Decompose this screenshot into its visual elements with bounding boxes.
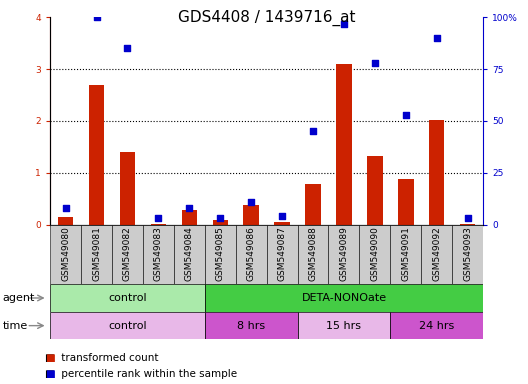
Text: GSM549082: GSM549082 [123,227,132,281]
Text: GDS4408 / 1439716_at: GDS4408 / 1439716_at [178,10,355,26]
Point [123,45,131,51]
Text: 15 hrs: 15 hrs [326,321,362,331]
Text: GSM549084: GSM549084 [185,227,194,281]
Bar [150,223,166,225]
Point [61,205,70,211]
Text: 24 hrs: 24 hrs [419,321,455,331]
Text: GSM549080: GSM549080 [61,227,70,281]
Bar [235,225,267,284]
Text: GSM549090: GSM549090 [370,227,380,281]
Point [247,199,256,205]
Bar [50,225,81,284]
Text: time: time [3,321,28,331]
Bar [120,152,135,225]
Text: ■  percentile rank within the sample: ■ percentile rank within the sample [45,369,237,379]
Text: ■  transformed count: ■ transformed count [45,353,158,363]
Point [185,205,194,211]
Bar [452,225,483,284]
Point [402,112,410,118]
Bar [50,284,205,312]
Bar [58,217,73,225]
Bar [429,120,445,225]
Text: GSM549089: GSM549089 [340,227,348,281]
Bar [390,225,421,284]
Bar [328,225,360,284]
Bar [50,312,205,339]
Bar [421,225,452,284]
Bar [212,220,228,225]
Text: GSM549087: GSM549087 [278,227,287,281]
Point [154,215,163,222]
Point [464,215,472,222]
Bar [174,225,205,284]
Bar [89,85,105,225]
Bar [336,64,352,225]
Text: ■: ■ [45,369,54,379]
Text: 8 hrs: 8 hrs [237,321,265,331]
Text: GSM549081: GSM549081 [92,227,101,281]
Bar [275,222,290,225]
Bar [112,225,143,284]
Text: ■: ■ [45,353,54,363]
Bar [305,184,321,225]
Bar [398,179,413,225]
Bar [205,225,235,284]
Point [340,20,348,26]
Bar [205,312,298,339]
Bar [367,156,383,225]
Bar [243,205,259,225]
Bar [81,225,112,284]
Bar [298,312,390,339]
Bar [182,210,197,225]
Text: GSM549093: GSM549093 [463,227,472,281]
Text: GSM549086: GSM549086 [247,227,256,281]
Text: GSM549091: GSM549091 [401,227,410,281]
Bar [390,312,483,339]
Point [216,215,224,222]
Text: GSM549092: GSM549092 [432,227,441,281]
Text: control: control [108,293,147,303]
Text: GSM549083: GSM549083 [154,227,163,281]
Text: agent: agent [3,293,35,303]
Text: DETA-NONOate: DETA-NONOate [301,293,386,303]
Point [309,128,317,134]
Bar [360,225,390,284]
Point [278,213,286,219]
Bar [143,225,174,284]
Bar [205,284,483,312]
Point [92,14,101,20]
Text: GSM549088: GSM549088 [308,227,317,281]
Point [432,35,441,41]
Bar [298,225,328,284]
Bar [460,223,475,225]
Point [371,60,379,66]
Text: control: control [108,321,147,331]
Bar [267,225,298,284]
Text: GSM549085: GSM549085 [216,227,225,281]
